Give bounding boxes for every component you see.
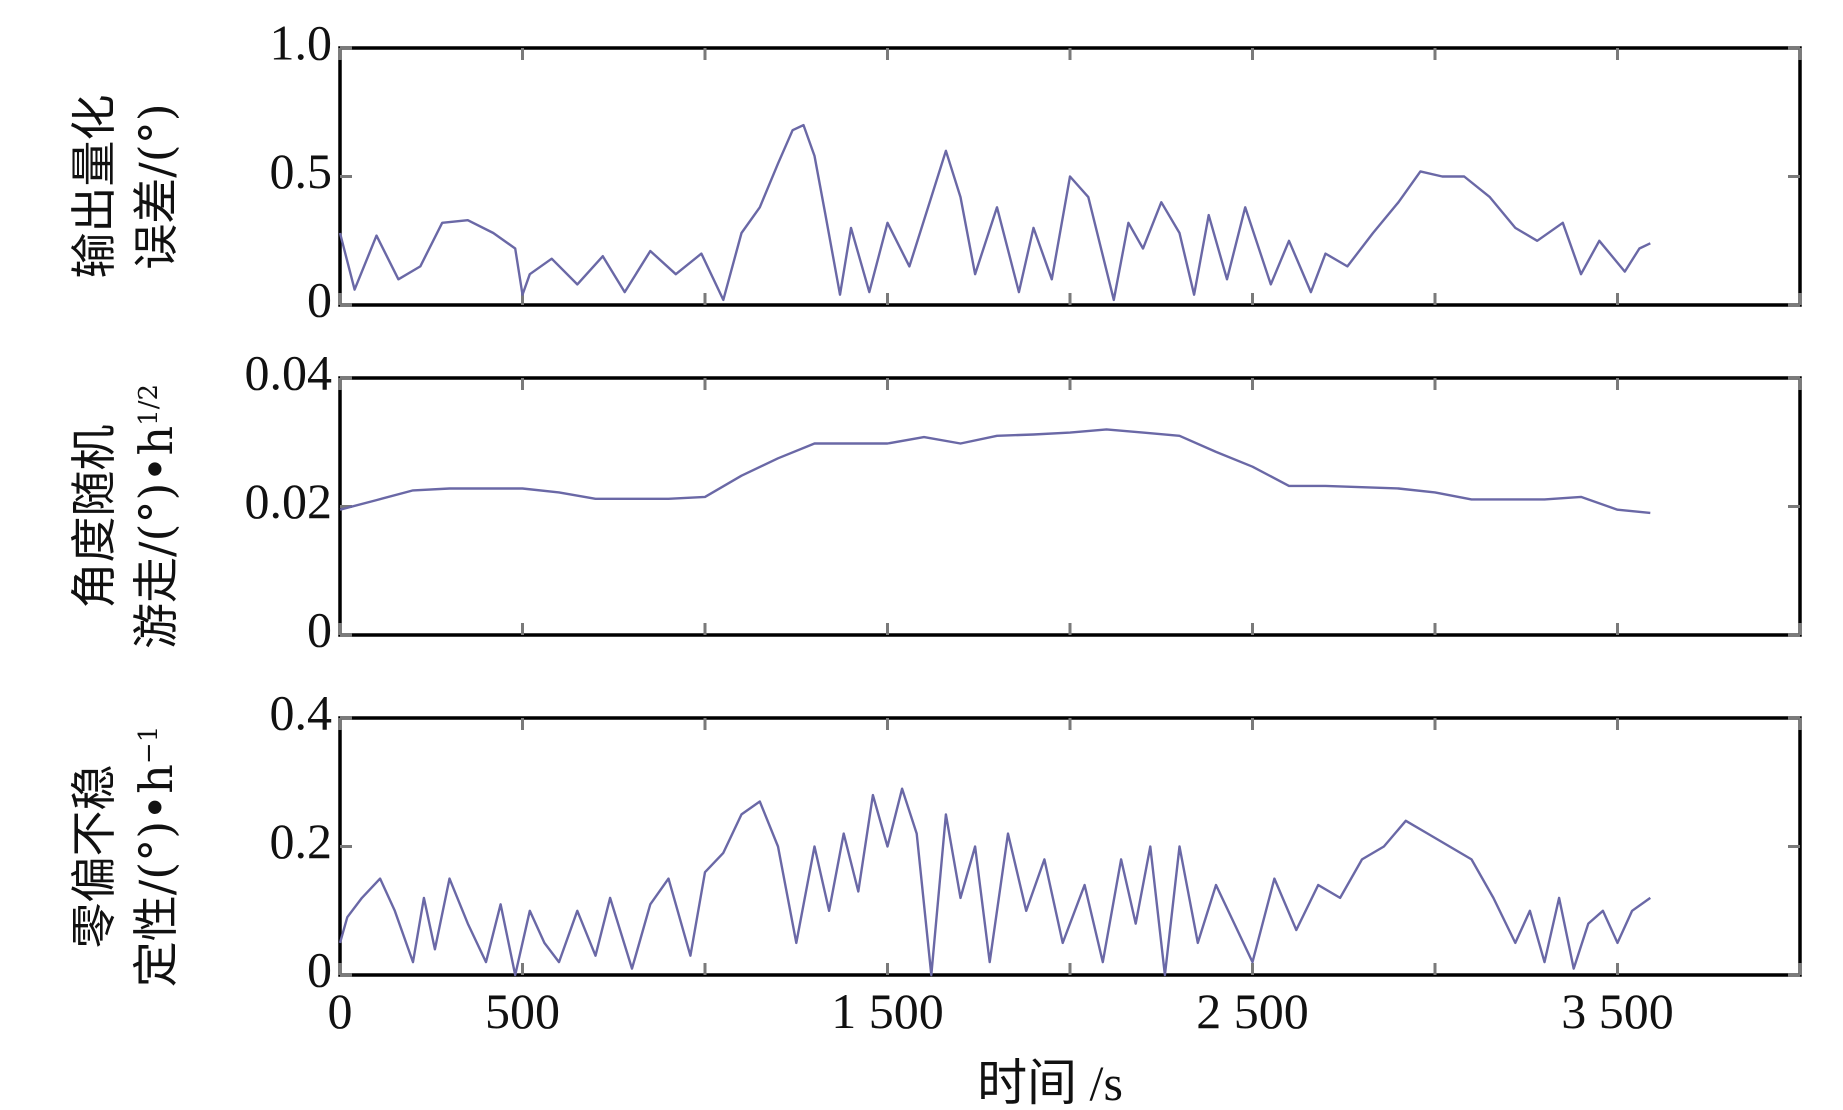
y-axis-label-line-2: 误差/(°) <box>129 103 183 269</box>
x-tick-label: 0 <box>328 983 353 1039</box>
series-line <box>338 123 1651 302</box>
y-tick-label: 0.04 <box>245 344 333 400</box>
y-axis-label: 零偏不稳 定性/(°)•h−1 <box>67 726 183 987</box>
y-axis-label-exponent: 1/2 <box>134 384 164 426</box>
series-line <box>338 787 1651 977</box>
y-axis-label-line-1: 角度随机 <box>67 425 121 609</box>
x-tick-label: 500 <box>485 983 560 1039</box>
y-axis-label-line-2: 游走/(°)•h1/2 <box>129 384 183 649</box>
panel-3: 0 0.2 0.4 零偏不稳 定性/(°)•h−1 0 500 1 500 2 500 3 500… <box>67 684 1802 1110</box>
y-axis-label-exponent: −1 <box>134 726 164 764</box>
y-tick-label: 0 <box>307 601 332 657</box>
y-tick-label: 0.5 <box>270 143 333 199</box>
y-tick-label: 0 <box>307 271 332 327</box>
y-tick-label: 0.4 <box>270 684 333 740</box>
x-axis-label: 时间 /s <box>977 1055 1123 1110</box>
y-tick-label: 1.0 <box>270 14 333 70</box>
y-axis-label-line-2: 定性/(°)•h−1 <box>129 726 183 987</box>
axis-frame <box>338 376 1802 637</box>
y-axis-label: 输出量化 误差/(°) <box>67 95 183 279</box>
y-axis-label-line-1: 零偏不稳 <box>67 765 121 949</box>
x-tick-label: 2 500 <box>1196 983 1309 1039</box>
x-tick-label: 3 500 <box>1561 983 1674 1039</box>
y-tick-label: 0.02 <box>245 473 333 529</box>
axis-frame <box>338 716 1802 977</box>
panel-2: 0 0.02 0.04 角度随机 游走/(°)•h1/2 <box>67 344 1802 657</box>
y-axis-label: 角度随机 游走/(°)•h1/2 <box>67 384 183 649</box>
x-tick-label: 1 500 <box>831 983 944 1039</box>
panel-1: 0 0.5 1.0 输出量化 误差/(°) <box>67 14 1802 327</box>
y-tick-label: 0.2 <box>270 813 333 869</box>
y-tick-label: 0 <box>307 941 332 997</box>
y-axis-label-line-1: 输出量化 <box>67 95 121 279</box>
series-line <box>339 428 1651 515</box>
